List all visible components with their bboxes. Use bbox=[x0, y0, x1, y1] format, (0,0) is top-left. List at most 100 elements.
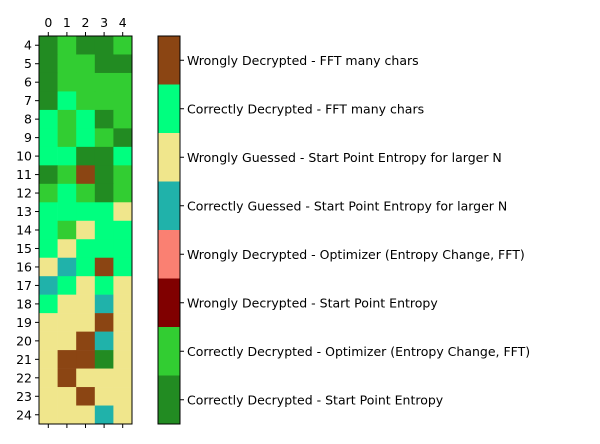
heatmap-cell bbox=[94, 165, 114, 185]
y-tick-label: 14 bbox=[16, 223, 32, 238]
heatmap-cell bbox=[94, 239, 114, 259]
heatmap-cell bbox=[57, 239, 77, 259]
heatmap-cell bbox=[113, 91, 133, 111]
heatmap-cell bbox=[94, 387, 114, 406]
heatmap-cell bbox=[57, 202, 77, 222]
y-tick-label: 15 bbox=[16, 241, 32, 256]
heatmap-cell bbox=[39, 109, 58, 129]
heatmap-cell bbox=[76, 276, 96, 295]
heatmap-cell bbox=[113, 294, 133, 314]
heatmap-cell bbox=[113, 36, 133, 55]
y-tick-label: 16 bbox=[16, 259, 32, 274]
x-tick-label: 0 bbox=[44, 15, 52, 30]
heatmap-cell bbox=[76, 405, 96, 425]
heatmap-cell bbox=[76, 109, 96, 129]
heatmap-cells bbox=[39, 36, 133, 425]
heatmap-cell bbox=[113, 387, 133, 406]
colorbar-label: Wrongly Decrypted - FFT many chars bbox=[187, 53, 419, 68]
heatmap-cell bbox=[94, 331, 114, 351]
colorbar-segment bbox=[158, 133, 180, 182]
colorbar-label: Wrongly Decrypted - Start Point Entropy bbox=[187, 295, 438, 310]
heatmap-cell bbox=[76, 202, 96, 222]
heatmap-cell bbox=[57, 109, 77, 129]
colorbar-label: Correctly Decrypted - FFT many chars bbox=[187, 101, 424, 116]
heatmap-cell bbox=[39, 368, 58, 388]
x-tick-label: 2 bbox=[82, 15, 90, 30]
heatmap-cell bbox=[76, 128, 96, 148]
heatmap-cell bbox=[39, 128, 58, 148]
heatmap-cell bbox=[113, 202, 133, 222]
heatmap-cell bbox=[94, 405, 114, 425]
y-tick-label: 8 bbox=[24, 112, 32, 127]
heatmap-cell bbox=[57, 54, 77, 74]
heatmap-cell bbox=[39, 276, 58, 295]
heatmap-cell bbox=[57, 276, 77, 295]
heatmap-cell bbox=[57, 368, 77, 388]
heatmap-cell bbox=[39, 220, 58, 240]
y-tick-label: 9 bbox=[24, 130, 32, 145]
heatmap-cell bbox=[113, 54, 133, 74]
heatmap-cell bbox=[94, 276, 114, 295]
y-tick-label: 17 bbox=[16, 278, 32, 293]
x-tick-label: 1 bbox=[63, 15, 71, 30]
heatmap-cell bbox=[76, 239, 96, 259]
heatmap-cell bbox=[76, 36, 96, 55]
heatmap-cell bbox=[113, 368, 133, 388]
heatmap-cell bbox=[39, 91, 58, 111]
heatmap-cell bbox=[94, 146, 114, 166]
heatmap-cell bbox=[94, 183, 114, 203]
heatmap-cell bbox=[94, 257, 114, 277]
y-tick-label: 11 bbox=[16, 167, 32, 182]
colorbar-segment bbox=[158, 181, 180, 231]
heatmap-cell bbox=[39, 350, 58, 369]
heatmap-cell bbox=[76, 54, 96, 74]
heatmap-cell bbox=[113, 405, 133, 425]
heatmap-cell bbox=[39, 387, 58, 406]
colorbar: Wrongly Decrypted - FFT many chars Correc… bbox=[158, 36, 530, 425]
heatmap-cell bbox=[76, 220, 96, 240]
y-tick-label: 12 bbox=[16, 186, 32, 201]
heatmap-cell bbox=[113, 220, 133, 240]
y-tick-label: 10 bbox=[16, 149, 32, 164]
heatmap-cell bbox=[76, 165, 96, 185]
colorbar-label: Wrongly Guessed - Start Point Entropy fo… bbox=[187, 150, 502, 165]
colorbar-label: Correctly Guessed - Start Point Entropy … bbox=[187, 198, 507, 213]
heatmap-cell bbox=[113, 313, 133, 332]
heatmap-cell bbox=[57, 331, 77, 351]
heatmap-cell bbox=[57, 91, 77, 111]
heatmap-cell bbox=[113, 350, 133, 369]
heatmap-cell bbox=[94, 368, 114, 388]
y-tick-label: 4 bbox=[24, 38, 32, 53]
heatmap-cell bbox=[39, 165, 58, 185]
heatmap-cell bbox=[94, 202, 114, 222]
heatmap-cell bbox=[39, 313, 58, 332]
heatmap-cell bbox=[39, 239, 58, 259]
heatmap-cell bbox=[57, 72, 77, 92]
heatmap-cell bbox=[113, 257, 133, 277]
heatmap-cell bbox=[39, 183, 58, 203]
heatmap-cell bbox=[76, 183, 96, 203]
y-tick-label: 19 bbox=[16, 315, 32, 330]
heatmap-cell bbox=[113, 128, 133, 148]
heatmap-cell bbox=[57, 405, 77, 425]
heatmap-cell bbox=[94, 91, 114, 111]
colorbar-label: Correctly Decrypted - Start Point Entrop… bbox=[187, 392, 444, 407]
heatmap-cell bbox=[113, 146, 133, 166]
y-tick-label: 24 bbox=[16, 407, 32, 422]
heatmap-cell bbox=[76, 91, 96, 111]
heatmap-cell bbox=[39, 54, 58, 74]
heatmap-cell bbox=[94, 294, 114, 314]
heatmap-cell bbox=[39, 146, 58, 166]
colorbar-segment bbox=[158, 36, 180, 85]
heatmap-cell bbox=[113, 183, 133, 203]
y-tick-label: 5 bbox=[24, 56, 32, 71]
colorbar-segment bbox=[158, 375, 180, 425]
heatmap-cell bbox=[113, 331, 133, 351]
heatmap-cell bbox=[94, 72, 114, 92]
heatmap-cell bbox=[39, 257, 58, 277]
heatmap-cell bbox=[39, 72, 58, 92]
heatmap-cell bbox=[57, 294, 77, 314]
heatmap-cell bbox=[57, 350, 77, 369]
heatmap-cell bbox=[76, 146, 96, 166]
